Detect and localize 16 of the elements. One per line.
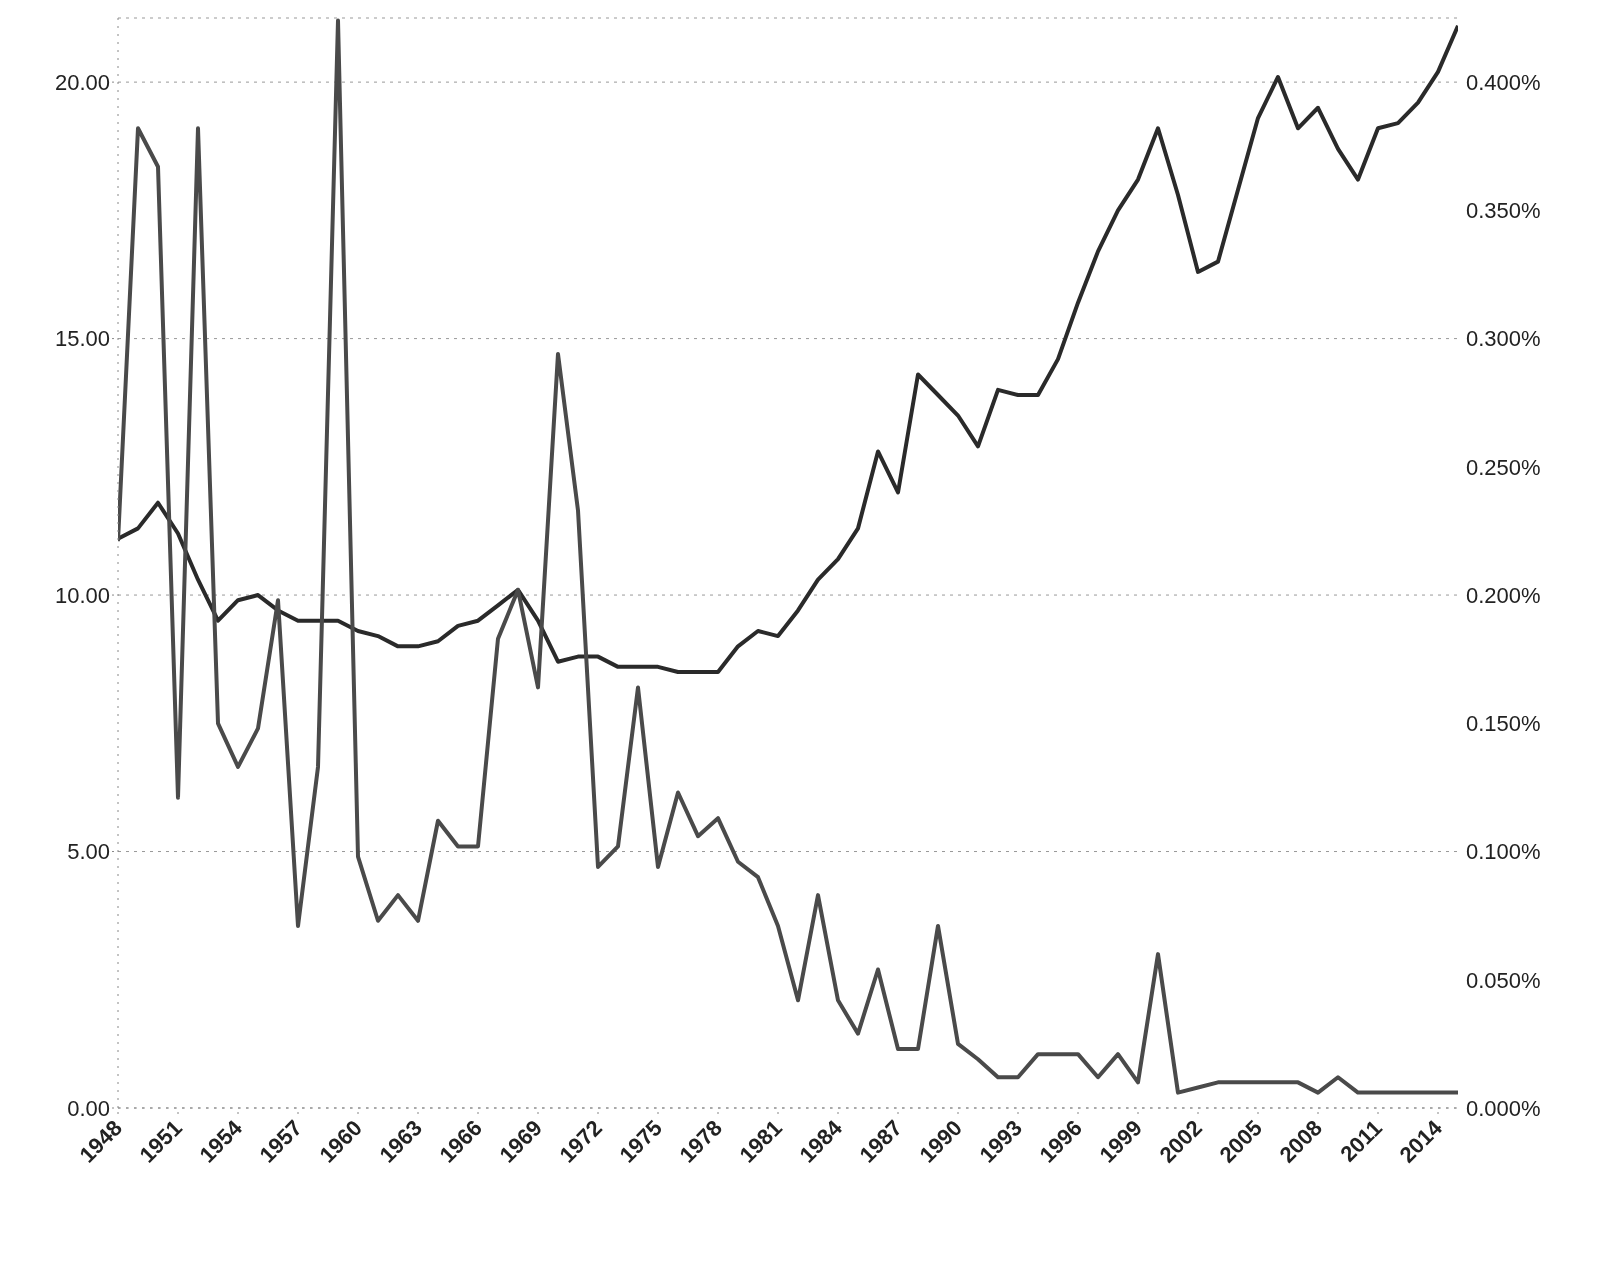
y2-tick-label: 0.200%: [1466, 582, 1541, 608]
y2-tick-label: 0.050%: [1466, 967, 1541, 993]
y-tick-label: 15.00: [54, 326, 110, 352]
y2-tick-label: 0.000%: [1466, 1095, 1541, 1121]
y2-tick-label: 0.350%: [1466, 198, 1541, 224]
line-series: [118, 23, 1458, 674]
y2-tick-label: 0.250%: [1466, 454, 1541, 480]
y2-tick-label: 0.400%: [1466, 69, 1541, 95]
y2-tick-label: 0.100%: [1466, 839, 1541, 865]
y2-tick-label: 0.300%: [1466, 326, 1541, 352]
y2-tick-label: 0.150%: [1466, 711, 1541, 737]
y-tick-label: 20.00: [54, 69, 110, 95]
y-tick-label: 0.00: [67, 1095, 110, 1121]
y-tick-label: 5.00: [67, 839, 110, 865]
line-series: [118, 18, 1458, 1095]
y-tick-label: 10.00: [54, 582, 110, 608]
